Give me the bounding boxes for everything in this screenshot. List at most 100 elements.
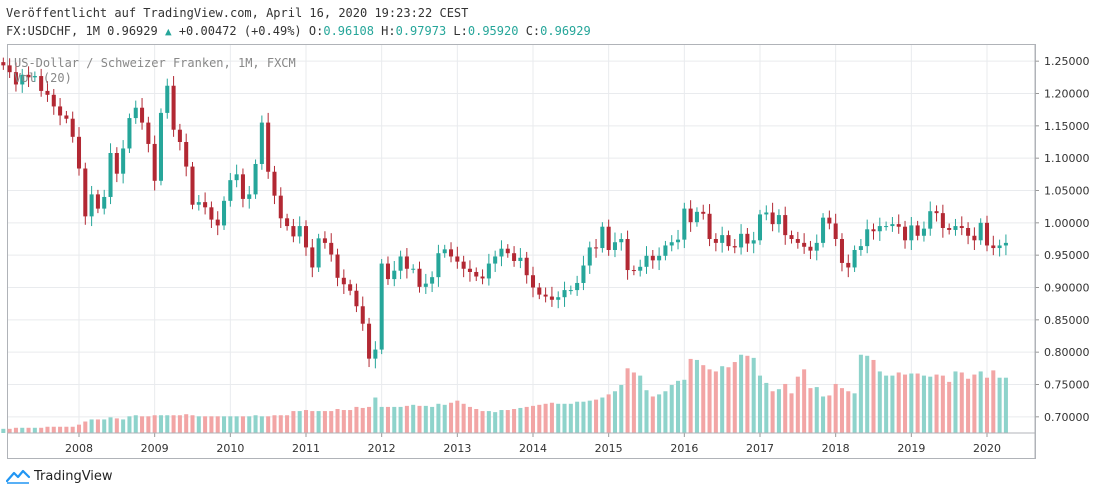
volume-bar: [959, 372, 964, 433]
candle-body: [530, 275, 536, 288]
volume-bar: [1, 428, 6, 433]
candle-body: [713, 239, 718, 243]
volume-bar: [423, 405, 428, 433]
volume-bar: [234, 416, 239, 433]
volume-bar: [808, 388, 813, 433]
candle-body: [64, 115, 69, 119]
candle-body: [909, 225, 914, 241]
candle-body: [32, 76, 37, 78]
candle-body: [158, 112, 163, 181]
candle-body: [13, 72, 18, 85]
footer-brand[interactable]: TradingView: [34, 468, 113, 484]
candle-body: [430, 277, 435, 284]
candle-body: [694, 211, 699, 223]
grid-lines: [8, 45, 1035, 433]
candle-body: [146, 122, 151, 144]
candle-body: [757, 214, 763, 241]
candle-body: [594, 247, 599, 249]
high-value: 0.97973: [395, 24, 447, 38]
candle-body: [398, 256, 403, 271]
volume-bar: [543, 403, 548, 433]
candle-body: [764, 212, 769, 215]
volume-bar: [95, 419, 100, 433]
candle-body: [921, 228, 926, 236]
volume-bar: [266, 416, 271, 433]
volume-bar: [1003, 377, 1008, 433]
volume-bar: [562, 403, 567, 433]
volume-bar: [953, 371, 958, 433]
candle-body: [562, 290, 567, 298]
volume-bar: [133, 415, 138, 433]
candle-body: [272, 171, 277, 196]
candle-body: [802, 242, 807, 247]
candle-body: [209, 207, 214, 220]
candle-body: [39, 76, 44, 91]
volume-bar: [253, 415, 258, 433]
volume-bar: [404, 405, 409, 433]
y-tick-label: 1.05000: [1044, 185, 1090, 198]
candle-body: [51, 94, 56, 107]
volume-bar: [83, 421, 88, 433]
candle-body: [291, 226, 296, 237]
volume-bar: [814, 387, 819, 433]
volume-bar: [612, 391, 617, 433]
volume-bar: [821, 396, 826, 433]
candle-body: [732, 246, 737, 248]
volume-bar: [310, 411, 315, 433]
candle-body: [587, 247, 592, 266]
candle-body: [411, 268, 416, 270]
candle-body: [7, 65, 12, 73]
candle-body: [152, 143, 157, 181]
volume-bar: [789, 393, 794, 433]
candle-body: [354, 290, 359, 307]
candle-body: [45, 90, 50, 95]
volume-bar: [32, 427, 37, 433]
volume-bar: [140, 416, 145, 433]
low-label: L:: [453, 24, 468, 38]
volume-bar: [846, 391, 851, 433]
candle-body: [984, 222, 990, 246]
volume-bar: [165, 415, 170, 433]
volume-bar: [676, 380, 681, 433]
candle-body: [978, 222, 983, 241]
volume-bar: [177, 415, 182, 433]
candle-body: [650, 255, 655, 261]
volume-bar: [587, 400, 592, 433]
volume-bar: [921, 375, 926, 433]
volume-bar: [89, 419, 94, 433]
volume-bar: [64, 426, 69, 433]
candle-body: [467, 268, 472, 272]
volume-bar: [228, 416, 233, 433]
candle-body: [966, 228, 971, 236]
volume-bar: [486, 411, 491, 433]
candle-body: [884, 226, 889, 228]
volume-label: Vol (20): [14, 71, 72, 85]
candle-body: [316, 238, 321, 268]
x-tick-label: 2010: [216, 442, 244, 455]
candle-body: [89, 194, 94, 217]
volume-bar: [247, 416, 252, 433]
volume-bar: [184, 414, 189, 433]
candle-body: [928, 211, 933, 229]
candle-body: [827, 217, 832, 224]
volume-bar: [467, 406, 472, 433]
y-tick-label: 1.00000: [1044, 217, 1090, 230]
volume-bar: [518, 407, 523, 433]
x-tick-label: 2018: [822, 442, 850, 455]
candle-body: [871, 229, 876, 232]
high-label: H:: [381, 24, 396, 38]
volume-bar: [278, 415, 283, 433]
volume-bar: [348, 410, 353, 433]
candle-body: [865, 229, 870, 247]
candle-body: [549, 296, 554, 300]
candle-body: [903, 226, 908, 241]
volume-bar: [152, 415, 157, 433]
candle-body: [1003, 242, 1008, 246]
candle-body: [505, 248, 510, 254]
candle-body: [896, 224, 901, 227]
candle-body: [480, 276, 485, 279]
candle-body: [285, 218, 290, 227]
candle-body: [846, 262, 851, 268]
candle-body: [177, 129, 182, 142]
